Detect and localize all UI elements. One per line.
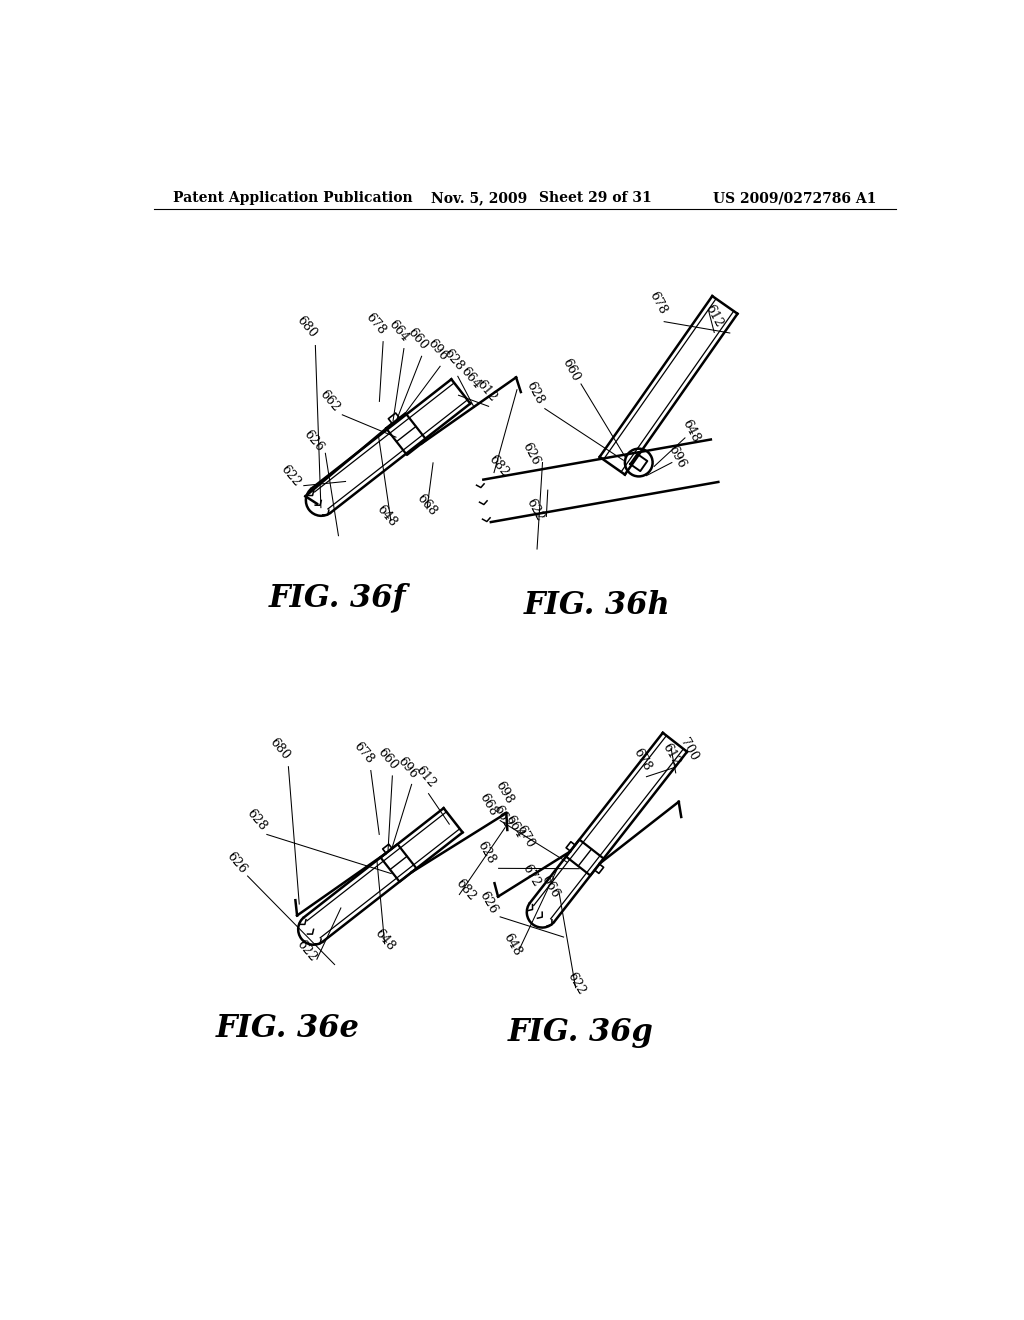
Text: FIG. 36f: FIG. 36f <box>269 582 407 612</box>
Text: 678: 678 <box>647 290 670 317</box>
Text: 612: 612 <box>413 764 438 791</box>
Text: 666: 666 <box>539 874 562 900</box>
Text: FIG. 36g: FIG. 36g <box>508 1016 653 1048</box>
Text: 696: 696 <box>424 337 450 363</box>
Text: 626: 626 <box>301 428 327 454</box>
Text: 660: 660 <box>406 326 430 352</box>
Text: 648: 648 <box>375 503 399 529</box>
Text: 700: 700 <box>677 737 700 763</box>
Text: 678: 678 <box>362 310 388 337</box>
Text: 626: 626 <box>224 849 250 876</box>
Text: 660: 660 <box>375 746 400 772</box>
Text: 660: 660 <box>560 356 583 383</box>
Text: 662: 662 <box>490 803 513 830</box>
Text: 680: 680 <box>294 313 318 341</box>
Text: 626: 626 <box>519 441 543 467</box>
Text: FIG. 36h: FIG. 36h <box>523 590 670 620</box>
Text: 622: 622 <box>279 462 303 488</box>
Text: 678: 678 <box>350 739 376 766</box>
Text: 682: 682 <box>453 876 478 903</box>
Text: 612: 612 <box>474 378 499 404</box>
Text: 612: 612 <box>659 741 683 768</box>
Text: Sheet 29 of 31: Sheet 29 of 31 <box>539 191 651 206</box>
Text: 664: 664 <box>458 364 483 391</box>
Text: 662: 662 <box>316 387 342 414</box>
Text: 682: 682 <box>486 453 511 479</box>
Text: 628: 628 <box>244 807 268 833</box>
Text: 670: 670 <box>513 824 537 850</box>
Text: 628: 628 <box>441 347 467 374</box>
Text: 648: 648 <box>680 417 702 445</box>
Text: US 2009/0272786 A1: US 2009/0272786 A1 <box>713 191 876 206</box>
Text: 678: 678 <box>631 746 654 774</box>
Text: 672: 672 <box>519 862 543 890</box>
Text: 622: 622 <box>294 937 318 964</box>
Text: 648: 648 <box>372 927 397 953</box>
Text: 628: 628 <box>523 379 546 407</box>
Text: 622: 622 <box>523 496 546 523</box>
Text: FIG. 36e: FIG. 36e <box>215 1012 359 1044</box>
Text: 698: 698 <box>493 780 516 807</box>
Text: Patent Application Publication: Patent Application Publication <box>173 191 413 206</box>
Text: 696: 696 <box>395 755 421 781</box>
Text: 628: 628 <box>475 838 498 866</box>
Text: 680: 680 <box>266 735 292 762</box>
Text: 668: 668 <box>477 791 501 818</box>
Text: 612: 612 <box>702 302 726 329</box>
Text: 622: 622 <box>564 970 587 997</box>
Text: 696: 696 <box>666 444 688 471</box>
Text: Nov. 5, 2009: Nov. 5, 2009 <box>431 191 527 206</box>
Text: 626: 626 <box>477 888 500 916</box>
Text: 668: 668 <box>415 491 439 517</box>
Text: 664: 664 <box>386 318 412 345</box>
Text: 648: 648 <box>500 931 523 958</box>
Text: 664: 664 <box>503 813 525 841</box>
